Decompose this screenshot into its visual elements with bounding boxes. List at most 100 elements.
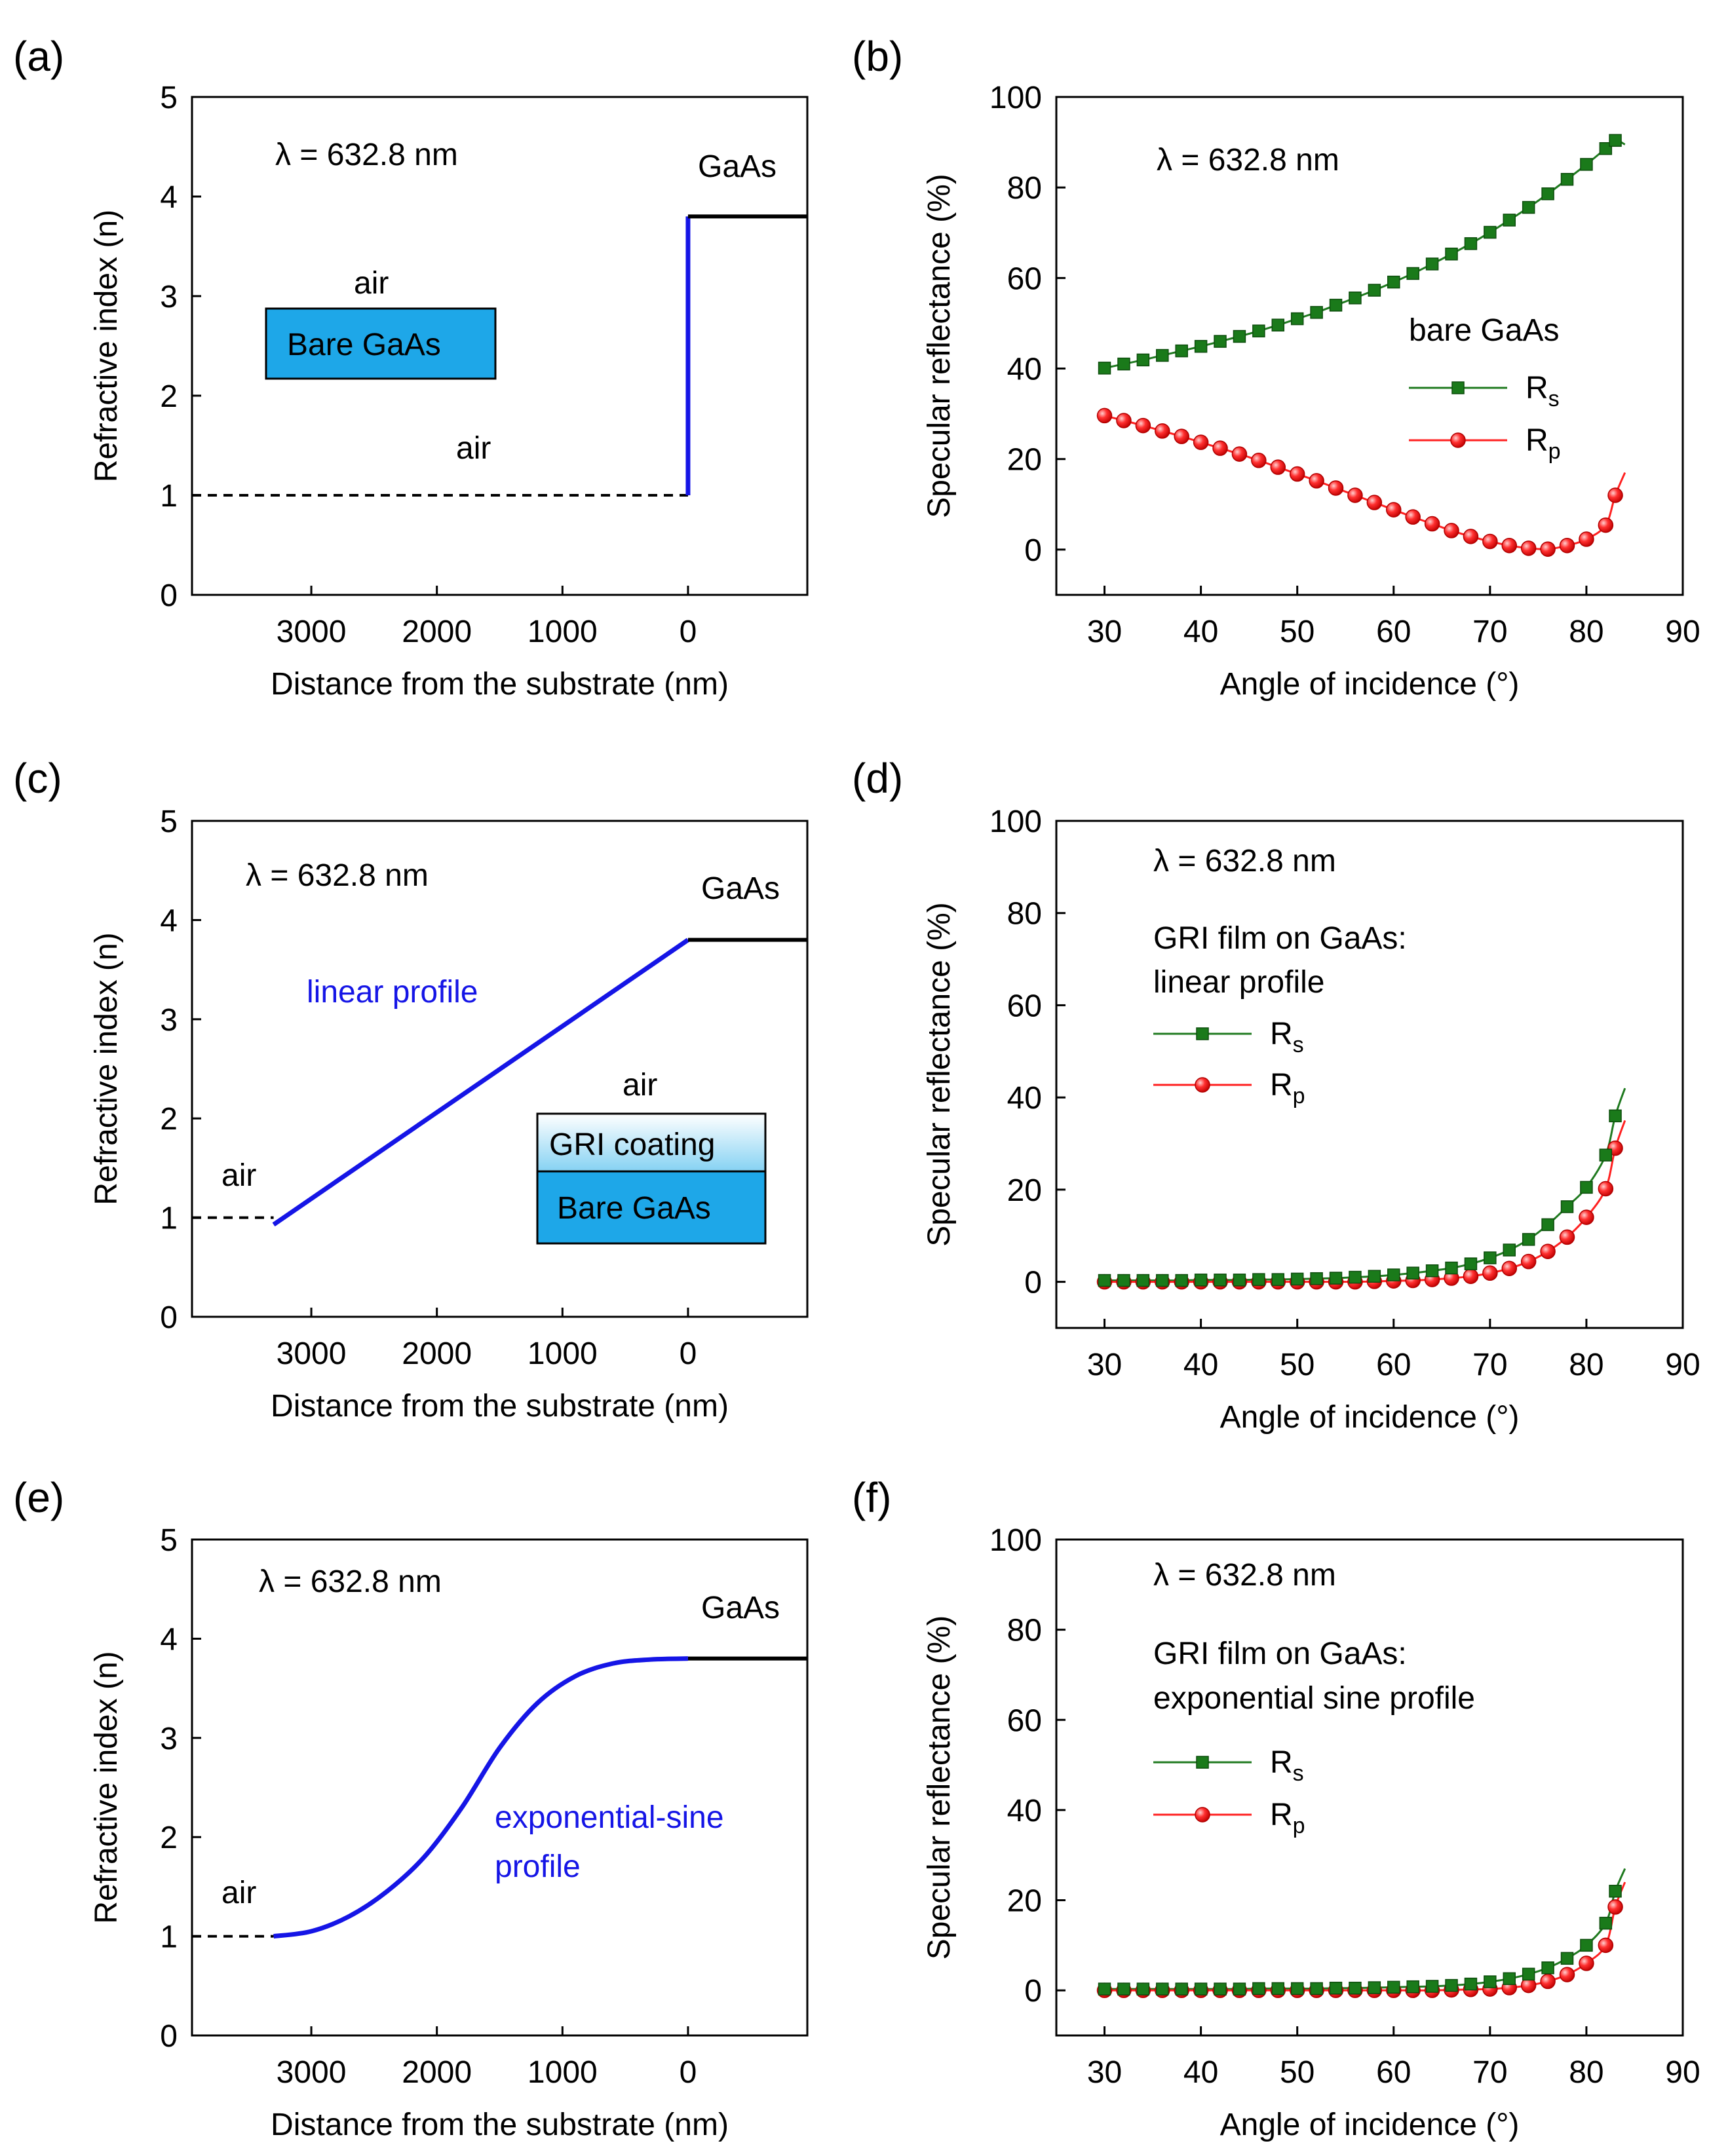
rs-point [1310, 1272, 1323, 1285]
y-tick-label: 80 [1007, 171, 1042, 206]
y-tick-label: 4 [160, 1622, 178, 1657]
rs-point [1560, 1952, 1574, 1965]
air-label: air [221, 1158, 256, 1193]
legend-marker-rs [1196, 1027, 1209, 1040]
rp-point [1366, 495, 1383, 510]
plot-frame [191, 96, 809, 596]
rs-point [1464, 1977, 1478, 1991]
y-tick-label: 0 [1024, 1974, 1042, 2009]
y-tick-label: 1 [160, 1920, 178, 1955]
rp-point [1579, 1209, 1594, 1225]
rs-point [1406, 1980, 1419, 1994]
x-tick-label: 80 [1569, 2055, 1603, 2090]
x-tick-label: 90 [1665, 1348, 1700, 1382]
rs-point [1214, 335, 1227, 348]
rs-point [1098, 1274, 1111, 1287]
wavelength-label: λ = 632.8 nm [1157, 143, 1339, 178]
rs-point [1464, 237, 1478, 250]
rs-point [1233, 330, 1246, 343]
wavelength-label: λ = 632.8 nm [275, 138, 458, 172]
rs-point [1580, 1939, 1593, 1952]
rs-point [1425, 1264, 1439, 1277]
rp-point [1559, 1967, 1575, 1982]
rs-point [1484, 1251, 1497, 1264]
x-tick-label: 1000 [528, 1336, 598, 1371]
y-tick-label: 80 [1007, 897, 1042, 932]
y-tick-label: 20 [1007, 1173, 1042, 1208]
y-tick-label: 40 [1007, 352, 1042, 387]
x-axis-label: Angle of incidence (°) [1220, 1400, 1520, 1435]
rp-point [1463, 1268, 1479, 1284]
panel-c: (c) 0 1 2 3 4 5 3000 2000 1000 0 Distance from the … [13, 755, 809, 1424]
panel-label: (c) [13, 755, 62, 802]
x-tick-label: 50 [1280, 2055, 1315, 2090]
rp-point [1501, 1260, 1518, 1276]
x-tick-label: 1000 [528, 2055, 598, 2090]
y-axis-label: Refractive index (n) [89, 1651, 124, 1923]
y-tick-label: 5 [160, 804, 178, 839]
rs-point [1136, 1982, 1150, 1995]
rs-point [1484, 225, 1497, 239]
rp-point [1444, 523, 1459, 539]
inset-gri-box [536, 1112, 767, 1173]
wavelength-label: λ = 632.8 nm [259, 1564, 442, 1599]
x-tick-label: 90 [1665, 615, 1700, 649]
y-tick-label: 60 [1007, 261, 1042, 296]
x-axis-label: Distance from the substrate (nm) [271, 667, 729, 702]
rp-point [1501, 537, 1518, 554]
rp-point [1607, 1899, 1623, 1915]
rs-point [1425, 1980, 1439, 1993]
y-tick-label: 3 [160, 1722, 178, 1756]
x-tick-label: 3000 [277, 2055, 347, 2090]
rs-point [1156, 1274, 1169, 1287]
gaas-label: GaAs [701, 1591, 780, 1625]
rp-point [1540, 1243, 1556, 1259]
rs-point [1194, 1274, 1208, 1287]
rp-point [1579, 1956, 1594, 1971]
y-tick-label: 0 [160, 2019, 178, 2054]
rp-point [1559, 537, 1575, 554]
rp-point [1607, 487, 1623, 503]
rp-point [1540, 541, 1556, 557]
rs-point [1252, 1273, 1265, 1286]
gaas-label: GaAs [701, 871, 780, 906]
rp-point [1520, 1253, 1537, 1270]
legend-label-sub: p [1293, 1084, 1305, 1108]
rp-point [1135, 417, 1151, 434]
y-axis-label: Specular reflectance (%) [922, 1616, 957, 1960]
panel-d: (d) 0 20 40 60 80 100 30 40 50 60 70 80 90 Angle of in… [852, 755, 1700, 1435]
rs-point [1310, 1982, 1323, 1995]
y-tick-label: 2 [160, 379, 178, 414]
y-tick-label: 100 [989, 1523, 1042, 1558]
rs-point [1156, 349, 1169, 362]
rp-point [1482, 533, 1498, 550]
rs-point [1368, 1270, 1381, 1283]
legend-marker-rp [1195, 1077, 1210, 1093]
wavelength-label: λ = 632.8 nm [246, 858, 429, 893]
panel-b: (b) 0 20 40 60 80 100 30 40 50 60 70 80 90 Angle of in… [852, 33, 1700, 702]
rp-point [1328, 480, 1344, 496]
rs-point [1406, 267, 1419, 280]
rs-point [1117, 1982, 1130, 1995]
x-axis-label: Angle of incidence (°) [1220, 667, 1520, 702]
gaas-label: GaAs [698, 149, 777, 184]
rp-point [1116, 413, 1132, 428]
rp-point [1579, 531, 1594, 547]
rs-point [1271, 1273, 1285, 1286]
rs-point [1349, 1981, 1362, 1995]
x-tick-label: 2000 [402, 1336, 472, 1371]
y-tick-label: 3 [160, 280, 178, 314]
panel-e: (e) 0 1 2 3 4 5 3000 2000 1000 0 Distance from the … [13, 1474, 809, 2142]
rs-point [1329, 1272, 1343, 1285]
rs-point [1445, 1261, 1458, 1275]
panel-label: (e) [13, 1474, 64, 1521]
rs-point [1387, 275, 1400, 289]
panel-label: (d) [852, 755, 903, 802]
rs-point [1522, 1967, 1535, 1981]
y-tick-label: 20 [1007, 443, 1042, 478]
rs-point [1580, 158, 1593, 171]
rs-point [1599, 142, 1613, 155]
rs-point [1136, 1274, 1150, 1287]
x-tick-label: 60 [1376, 1348, 1411, 1382]
y-axis-label: Refractive index (n) [89, 210, 124, 482]
